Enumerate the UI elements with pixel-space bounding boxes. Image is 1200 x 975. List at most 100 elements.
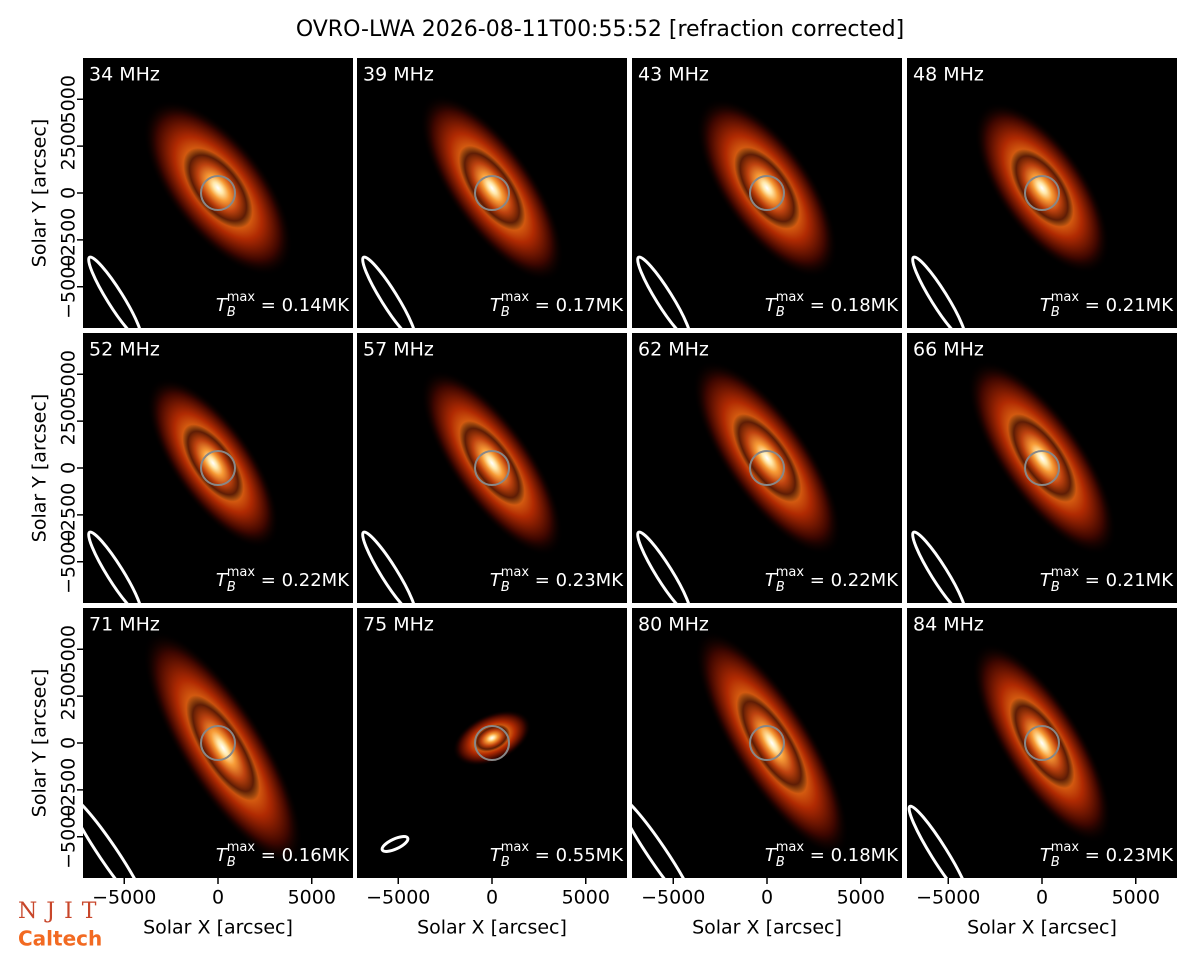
tb-sub: B xyxy=(227,305,236,320)
tb-sup: max xyxy=(776,290,805,305)
panel-label: 62 MHz xyxy=(638,339,709,361)
panel-image xyxy=(636,98,838,328)
njit-logo: NJIT xyxy=(18,899,105,924)
tb-sub: B xyxy=(227,580,236,595)
panel: 80 MHz TBmax = 0.18MK xyxy=(632,608,902,878)
solar-disk xyxy=(200,725,236,761)
panel-label: 75 MHz xyxy=(363,614,434,636)
tb-sub: B xyxy=(1051,855,1060,870)
tb-sup: max xyxy=(501,565,530,580)
y-tick-label: 5000 xyxy=(58,75,80,123)
panel-label: 66 MHz xyxy=(913,339,984,361)
x-tick-label: −5000 xyxy=(916,887,980,909)
solar-disk xyxy=(1024,175,1060,211)
tb-max-label: TBmax = 0.16MK xyxy=(216,840,350,870)
emission-core xyxy=(1007,413,1077,503)
tb-sup: max xyxy=(227,565,256,580)
y-tick-label: 0 xyxy=(58,462,80,474)
tb-value: = 0.17MK xyxy=(529,295,624,316)
panel-label: 84 MHz xyxy=(913,614,984,636)
tb-symbol: T xyxy=(216,845,229,866)
panel: 66 MHz TBmax = 0.21MK xyxy=(907,333,1177,603)
y-axis-label: Solar Y [arcsec] xyxy=(29,394,51,542)
tb-symbol: T xyxy=(765,570,778,591)
panel: 52 MHz TBmax = 0.22MK xyxy=(83,333,353,603)
x-axis-label: Solar X [arcsec] xyxy=(967,917,1117,939)
y-axis-label: Solar Y [arcsec] xyxy=(29,669,51,817)
beam xyxy=(907,804,971,878)
tb-sub: B xyxy=(776,305,785,320)
panel: 34 MHz TBmax = 0.14MK xyxy=(83,58,353,328)
y-tick-label: 2500 xyxy=(58,672,80,720)
emission-core xyxy=(474,724,510,752)
beam xyxy=(636,530,692,603)
panel: 39 MHz TBmax = 0.17MK xyxy=(357,58,627,328)
x-tick-label: −5000 xyxy=(366,887,430,909)
solar-disk xyxy=(1024,450,1060,486)
tb-sub: B xyxy=(1051,305,1060,320)
panel-image xyxy=(87,100,293,328)
y-tick-label: 2500 xyxy=(58,397,80,445)
panel: 71 MHz TBmax = 0.16MK xyxy=(83,608,353,878)
panel-image xyxy=(911,360,1117,603)
solar-disk xyxy=(200,175,236,211)
emission-core xyxy=(186,695,260,801)
tb-sub: B xyxy=(1051,580,1060,595)
tb-sub: B xyxy=(501,580,510,595)
solar-disk xyxy=(1024,725,1060,761)
emission-core xyxy=(1009,697,1075,789)
tb-symbol: T xyxy=(490,570,503,591)
solar-disk xyxy=(474,450,510,486)
panel-label: 43 MHz xyxy=(638,64,709,86)
panel-label: 71 MHz xyxy=(89,614,160,636)
x-tick-label: 5000 xyxy=(288,887,336,909)
panel-label: 52 MHz xyxy=(89,339,160,361)
solar-disk xyxy=(474,725,510,761)
tb-max-label: TBmax = 0.21MK xyxy=(1040,290,1174,320)
beam xyxy=(911,255,967,328)
tb-max-label: TBmax = 0.23MK xyxy=(490,565,624,595)
solar-disk xyxy=(474,175,510,211)
tb-symbol: T xyxy=(216,570,229,591)
tb-max-label: TBmax = 0.23MK xyxy=(1040,840,1174,870)
y-tick-label: −2500 xyxy=(58,483,80,547)
tb-symbol: T xyxy=(1040,570,1053,591)
panel-image xyxy=(636,360,842,603)
y-tick-label: 5000 xyxy=(58,350,80,398)
panel: 75 MHz TBmax = 0.55MK xyxy=(357,608,627,878)
emission-core xyxy=(458,145,526,231)
solar-disk xyxy=(749,725,785,761)
panel: 57 MHz TBmax = 0.23MK xyxy=(357,333,627,603)
panel-image xyxy=(911,102,1110,328)
emission-core xyxy=(183,147,253,229)
panel-label: 39 MHz xyxy=(363,64,434,86)
tb-symbol: T xyxy=(490,295,503,316)
tb-sup: max xyxy=(227,840,256,855)
y-axis-label: Solar Y [arcsec] xyxy=(29,119,51,267)
tb-value: = 0.22MK xyxy=(804,570,899,591)
panel-label: 48 MHz xyxy=(913,64,984,86)
panel: 62 MHz TBmax = 0.22MK xyxy=(632,333,902,603)
emission-core xyxy=(734,147,800,229)
y-tick-label: −5000 xyxy=(58,530,80,594)
tb-sup: max xyxy=(501,840,530,855)
tb-sup: max xyxy=(1051,840,1080,855)
tb-sub: B xyxy=(227,855,236,870)
x-tick-label: 0 xyxy=(1036,887,1048,909)
tb-max-label: TBmax = 0.17MK xyxy=(490,290,624,320)
y-tick-label: −2500 xyxy=(58,758,80,822)
x-tick-label: 5000 xyxy=(1112,887,1160,909)
tb-sub: B xyxy=(501,855,510,870)
tb-value: = 0.23MK xyxy=(1079,845,1174,866)
y-tick-label: 2500 xyxy=(58,122,80,170)
emission-core xyxy=(459,420,525,506)
caltech-logo: Caltech xyxy=(18,927,102,951)
tb-value: = 0.18MK xyxy=(804,295,899,316)
panel-label: 57 MHz xyxy=(363,339,434,361)
beam xyxy=(83,794,149,878)
panel-image xyxy=(632,630,849,878)
tb-value: = 0.21MK xyxy=(1079,570,1174,591)
tb-symbol: T xyxy=(216,295,229,316)
solar-disk xyxy=(200,450,236,486)
